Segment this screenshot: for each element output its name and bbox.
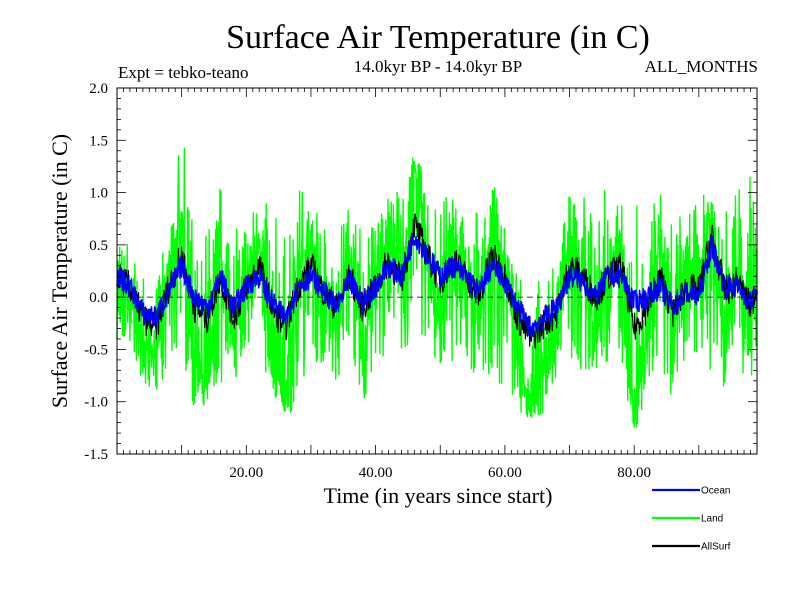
plot-frame — [116, 87, 758, 455]
x-axis-label: Time (in years since start) — [324, 483, 553, 508]
plot-area: 20.00 40.00 60.00 80.00 -1.5 -1.0 -0.5 0.0 0.5 1.… — [84, 81, 758, 481]
legend-label-allsurf: AllSurf — [701, 542, 731, 553]
y-tick-label: 2.0 — [89, 81, 108, 97]
months-label: ALL_MONTHS — [645, 57, 758, 76]
series-land-line — [116, 147, 758, 429]
y-tick-label: 1.5 — [89, 133, 108, 149]
experiment-label: Expt = tebko-teano — [118, 63, 248, 82]
y-tick-label: -0.5 — [84, 342, 108, 358]
y-tick-label: -1.5 — [84, 447, 108, 463]
legend: Ocean Land AllSurf — [652, 486, 731, 553]
y-tick-label: 0.0 — [89, 290, 108, 306]
x-tick-label: 80.00 — [617, 465, 651, 481]
x-tick-label: 20.00 — [229, 465, 263, 481]
x-tick-label: 60.00 — [488, 465, 522, 481]
x-tick-label: 40.00 — [359, 465, 393, 481]
legend-label-ocean: Ocean — [701, 486, 730, 497]
y-tick-label: 0.5 — [89, 238, 108, 254]
y-axis-label: Surface Air Temperature (in C) — [47, 134, 72, 408]
chart-title: Surface Air Temperature (in C) — [226, 19, 650, 56]
legend-label-land: Land — [701, 514, 723, 525]
period-label: 14.0kyr BP - 14.0kyr BP — [354, 57, 522, 76]
y-tick-label: 1.0 — [89, 186, 108, 202]
y-tick-label: -1.0 — [84, 395, 108, 411]
